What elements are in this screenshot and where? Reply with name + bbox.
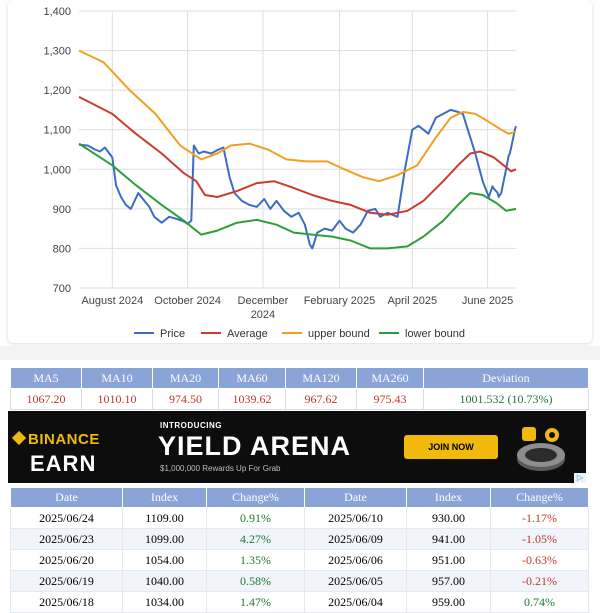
section-divider xyxy=(0,346,600,360)
series-line-lower-bound xyxy=(78,142,517,250)
index-cell: 941.00 xyxy=(406,528,491,550)
date-cell: 2025/06/05 xyxy=(304,570,407,592)
change-cell: -1.17% xyxy=(490,507,589,529)
header-index: Index xyxy=(122,487,207,508)
ad-brand-top: BINANCE xyxy=(28,431,100,448)
header-date: Date xyxy=(304,487,407,508)
table-row: 2025/06/20 1054.00 1.35% 2025/06/06 951.… xyxy=(10,549,589,571)
date-cell: 2025/06/09 xyxy=(304,528,407,550)
index-cell: 957.00 xyxy=(406,570,491,592)
advertisement-banner[interactable]: BINANCE EARN INTRODUCING YIELD ARENA $1,… xyxy=(8,411,586,483)
index-cell: 930.00 xyxy=(406,507,491,529)
y-tick-label: 1,000 xyxy=(43,164,71,176)
header-date: Date xyxy=(10,487,123,508)
ma-value-row: 1067.20 1010.10 974.50 1039.62 967.62 97… xyxy=(10,388,589,410)
ma20-value: 974.50 xyxy=(152,388,219,410)
x-tick-label: June 2025 xyxy=(462,295,513,307)
stadium-icon xyxy=(517,427,565,471)
x-tick-label: August 2024 xyxy=(81,295,143,307)
date-cell: 2025/06/20 xyxy=(10,549,123,571)
ma120-value: 967.62 xyxy=(285,388,357,410)
ad-subline: $1,000,000 Rewards Up For Grab xyxy=(160,464,281,473)
legend-label: upper bound xyxy=(308,328,370,340)
ma-header-deviation: Deviation xyxy=(423,367,589,389)
ma-header-ma260: MA260 xyxy=(356,367,424,389)
index-cell: 951.00 xyxy=(406,549,491,571)
ad-intro-text: INTRODUCING xyxy=(160,421,222,430)
date-cell: 2025/06/24 xyxy=(10,507,123,529)
series-line-upper-bound xyxy=(78,49,517,183)
ma260-value: 975.43 xyxy=(356,388,424,410)
data-header-row: Date Index Change% Date Index Change% xyxy=(10,487,589,508)
header-change: Change% xyxy=(206,487,305,508)
change-cell: 1.47% xyxy=(206,591,305,613)
deviation-value: 1001.532 (10.73%) xyxy=(423,388,589,410)
y-tick-label: 900 xyxy=(53,204,71,216)
ma10-value: 1010.10 xyxy=(81,388,153,410)
table-row: 2025/06/23 1099.00 4.27% 2025/06/09 941.… xyxy=(10,528,589,550)
x-tick-label: 2024 xyxy=(251,309,275,321)
change-cell: 0.74% xyxy=(490,591,589,613)
ma-header-ma120: MA120 xyxy=(285,367,357,389)
series-line-average xyxy=(78,96,517,216)
date-cell: 2025/06/10 xyxy=(304,507,407,529)
change-cell: -0.63% xyxy=(490,549,589,571)
y-tick-label: 1,300 xyxy=(43,46,71,58)
y-tick-label: 1,100 xyxy=(43,125,71,137)
table-row: 2025/06/24 1109.00 0.91% 2025/06/10 930.… xyxy=(10,507,589,529)
daily-index-table: Date Index Change% Date Index Change% 20… xyxy=(10,487,589,613)
price-chart[interactable]: 1,400 1,300 1,200 1,100 1,000 900 800 700 August… xyxy=(8,0,592,343)
y-tick-label: 700 xyxy=(53,283,71,295)
date-cell: 2025/06/18 xyxy=(10,591,123,613)
change-cell: 0.58% xyxy=(206,570,305,592)
date-cell: 2025/06/19 xyxy=(10,570,123,592)
legend-label: Price xyxy=(160,328,185,340)
y-tick-label: 1,400 xyxy=(43,6,71,18)
table-row: 2025/06/19 1040.00 0.58% 2025/06/05 957.… xyxy=(10,570,589,592)
table-row: 2025/06/18 1034.00 1.47% 2025/06/04 959.… xyxy=(10,591,589,613)
ma-header-ma20: MA20 xyxy=(152,367,219,389)
index-cell: 1109.00 xyxy=(122,507,207,529)
x-tick-label: October 2024 xyxy=(154,295,221,307)
binance-logo-icon xyxy=(11,430,27,446)
ma5-value: 1067.20 xyxy=(10,388,82,410)
y-tick-label: 800 xyxy=(53,243,71,255)
legend-label: Average xyxy=(227,328,268,340)
header-change: Change% xyxy=(490,487,589,508)
index-cell: 959.00 xyxy=(406,591,491,613)
ma-header-row: MA5 MA10 MA20 MA60 MA120 MA260 Deviation xyxy=(10,367,589,389)
adchoices-icon[interactable]: ▷ xyxy=(574,473,586,483)
x-tick-label: December xyxy=(238,295,289,307)
legend-label: lower bound xyxy=(405,328,465,340)
ma60-value: 1039.62 xyxy=(218,388,286,410)
ma-header-ma5: MA5 xyxy=(10,367,82,389)
chart-card: 1,400 1,300 1,200 1,100 1,000 900 800 700 August… xyxy=(8,0,592,343)
change-cell: -1.05% xyxy=(490,528,589,550)
x-tick-label: February 2025 xyxy=(304,295,376,307)
date-cell: 2025/06/04 xyxy=(304,591,407,613)
join-now-button[interactable]: JOIN NOW xyxy=(404,435,498,459)
index-cell: 1040.00 xyxy=(122,570,207,592)
ad-brand-bottom: EARN xyxy=(30,451,97,476)
series-line-price xyxy=(78,108,517,250)
ad-headline: YIELD ARENA xyxy=(158,431,352,461)
index-cell: 1099.00 xyxy=(122,528,207,550)
moving-average-table: MA5 MA10 MA20 MA60 MA120 MA260 Deviation… xyxy=(10,367,589,410)
index-cell: 1034.00 xyxy=(122,591,207,613)
index-cell: 1054.00 xyxy=(122,549,207,571)
change-cell: 4.27% xyxy=(206,528,305,550)
date-cell: 2025/06/06 xyxy=(304,549,407,571)
change-cell: 0.91% xyxy=(206,507,305,529)
change-cell: -0.21% xyxy=(490,570,589,592)
x-tick-label: April 2025 xyxy=(388,295,438,307)
ma-header-ma10: MA10 xyxy=(81,367,153,389)
header-index: Index xyxy=(406,487,491,508)
ma-header-ma60: MA60 xyxy=(218,367,286,389)
change-cell: 1.35% xyxy=(206,549,305,571)
date-cell: 2025/06/23 xyxy=(10,528,123,550)
y-tick-label: 1,200 xyxy=(43,85,71,97)
